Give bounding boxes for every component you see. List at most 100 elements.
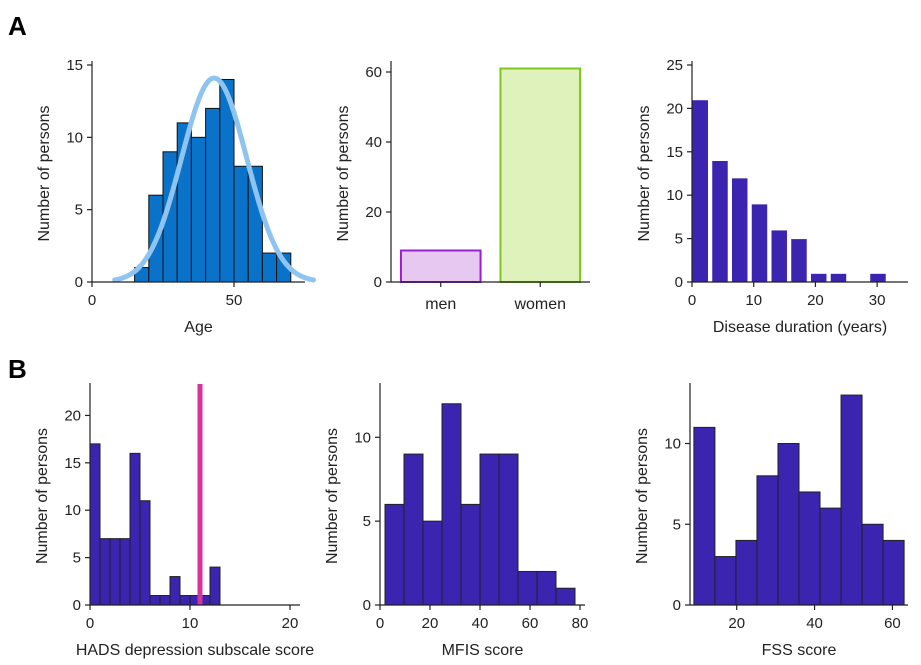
histogram-bar	[798, 491, 821, 606]
x-axis-label: MFIS score	[442, 642, 524, 659]
y-tick-label: 0	[374, 274, 382, 291]
x-tick-label: 60	[884, 615, 901, 632]
y-tick-label: 15	[64, 455, 81, 472]
y-tick-label: 10	[664, 436, 681, 453]
histogram-bar	[809, 272, 828, 283]
x-axis-label: HADS depression subscale score	[76, 642, 314, 659]
histogram-bar	[109, 538, 121, 606]
histogram-bar	[422, 520, 443, 606]
histogram-bar	[777, 443, 800, 606]
panel-letter-b: B	[8, 354, 27, 384]
histogram-bar	[555, 587, 576, 606]
histogram-bar	[99, 538, 111, 606]
y-tick-label: 5	[73, 550, 81, 567]
y-tick-label: 5	[673, 516, 681, 533]
x-axis-label: FSS score	[762, 642, 837, 659]
y-tick-label: 5	[675, 231, 683, 248]
x-tick-label: 0	[86, 615, 94, 632]
y-tick-label: 0	[673, 597, 681, 614]
histogram-bar	[139, 500, 151, 606]
x-tick-label: 40	[806, 615, 823, 632]
x-tick-label: 10	[182, 615, 199, 632]
x-tick-label: 10	[745, 292, 762, 309]
histogram-bar	[869, 272, 887, 283]
histogram-bar	[840, 394, 863, 606]
histogram-bar	[179, 595, 191, 606]
y-tick-label: 25	[666, 57, 683, 74]
histogram-bar	[882, 539, 905, 606]
y-axis-label: Number of persons	[634, 428, 651, 564]
y-tick-label: 0	[75, 274, 83, 291]
histogram-bar	[479, 453, 500, 606]
x-tick-label: 40	[472, 615, 489, 632]
histogram-bar	[711, 159, 729, 283]
x-tick-label: 20	[728, 615, 745, 632]
x-category-label: women	[513, 296, 566, 313]
y-tick-label: 10	[64, 502, 81, 519]
chart-4: 0 5 10 15 20 0 10 20 HADS depression subscale sc…	[34, 383, 314, 659]
x-tick-label: 20	[282, 615, 299, 632]
histogram-bar	[691, 99, 709, 283]
y-tick-label: 10	[354, 429, 371, 446]
histogram-bar	[209, 566, 221, 606]
histogram-bar	[498, 453, 519, 606]
y-tick-label: 10	[66, 129, 83, 146]
x-tick-label: 50	[226, 292, 243, 309]
histogram-bar	[770, 229, 788, 283]
y-axis-label: Number of persons	[335, 105, 352, 241]
histogram-bar	[861, 523, 884, 606]
histogram-bar	[790, 238, 808, 283]
histogram-bar	[119, 538, 131, 606]
chart-3: 0 5 10 15 20 25 0 10 20 30 Disease duration (years…	[636, 57, 908, 336]
chart-1: 0 5 10 15 0 50 Age Number of persons	[36, 57, 317, 336]
histogram-bar	[441, 403, 462, 606]
histogram-bar	[261, 252, 278, 283]
y-axis-label: Number of persons	[34, 428, 51, 564]
normal-fit-curve	[112, 75, 317, 283]
histogram-bar	[819, 507, 842, 606]
y-tick-label: 15	[66, 57, 83, 74]
y-axis-label: Number of persons	[324, 428, 341, 564]
y-tick-label: 5	[75, 202, 83, 219]
y-tick-label: 60	[365, 64, 382, 81]
histogram-bar	[205, 107, 221, 283]
bar-men	[399, 249, 482, 283]
histogram-bar	[129, 452, 141, 606]
y-tick-label: 20	[365, 204, 382, 221]
y-tick-label: 0	[675, 274, 683, 291]
y-tick-label: 20	[666, 100, 683, 117]
bar-women	[499, 67, 582, 283]
x-tick-label: 30	[869, 292, 886, 309]
histogram-bar	[190, 136, 207, 283]
histogram-bar	[89, 443, 101, 606]
histogram-bar	[159, 595, 171, 606]
x-axis-label: Age	[184, 319, 213, 336]
x-tick-label: 0	[376, 615, 384, 632]
histogram-bar	[829, 272, 848, 283]
histogram-bar	[756, 475, 779, 606]
histogram-bar	[517, 570, 538, 606]
histogram-bar	[735, 539, 758, 606]
x-category-label: men	[425, 296, 456, 313]
histogram-bar	[403, 453, 424, 606]
y-tick-label: 40	[365, 134, 382, 151]
histogram-bar	[750, 203, 769, 283]
x-tick-label: 20	[422, 615, 439, 632]
x-tick-label: 0	[688, 292, 696, 309]
y-tick-label: 0	[73, 597, 81, 614]
x-tick-label: 80	[572, 615, 589, 632]
histogram-bar	[233, 165, 249, 283]
histogram-bar	[169, 576, 181, 606]
panel-letter-a: A	[8, 11, 27, 41]
histogram-bar	[693, 426, 716, 606]
histogram-bar	[730, 177, 749, 283]
chart-5: 0 5 10 0 20 40 60 80 MFIS score Number of persons	[324, 383, 588, 659]
y-tick-label: 20	[64, 407, 81, 424]
histogram-bar	[149, 595, 161, 606]
histogram-bar	[536, 570, 557, 606]
chart-2: men women 0 20 40 60 Number of persons	[335, 61, 590, 313]
chart-6: 0 5 10 20 40 60 FSS score Number of persons	[634, 383, 908, 659]
y-tick-label: 10	[666, 187, 683, 204]
